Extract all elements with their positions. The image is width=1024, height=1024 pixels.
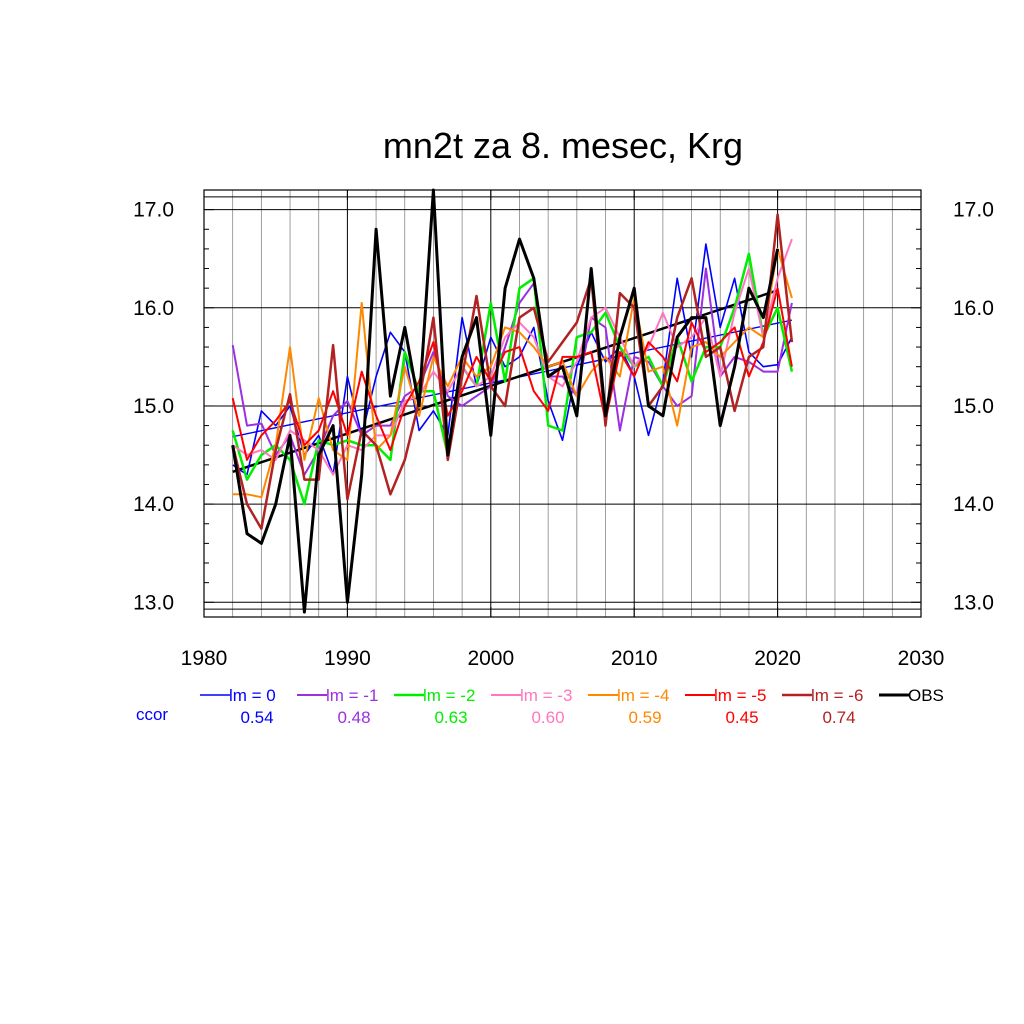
legend-ccor-0: 0.54 xyxy=(240,708,273,727)
x-tick-label: 2020 xyxy=(754,647,801,670)
legend-label-5: lm = -5 xyxy=(714,686,766,705)
legend-ccor-3: 0.60 xyxy=(531,708,564,727)
legend-ccor-6: 0.74 xyxy=(822,708,855,727)
x-tick-label: 2000 xyxy=(467,647,514,670)
y-tick-label-left: 14.0 xyxy=(133,493,174,516)
x-tick-label: 1990 xyxy=(324,647,371,670)
legend-label-2: lm = -2 xyxy=(423,686,475,705)
series-lines xyxy=(231,188,794,614)
x-tick-label: 2010 xyxy=(611,647,658,670)
series-line-1 xyxy=(231,267,793,476)
y-tick-label-right: 13.0 xyxy=(953,591,994,614)
legend-ccor-4: 0.59 xyxy=(628,708,661,727)
legend-label-0: lm = 0 xyxy=(229,686,276,705)
plot-frame xyxy=(203,189,922,618)
y-tick-label-right: 16.0 xyxy=(953,297,994,320)
legend-ccor-1: 0.48 xyxy=(337,708,370,727)
y-tick-label-left: 15.0 xyxy=(133,395,174,418)
chart-title: mn2t za 8. mesec, Krg xyxy=(383,125,743,166)
ccor-label: ccor xyxy=(136,705,168,724)
y-tick-label-left: 13.0 xyxy=(133,591,174,614)
axes: 13.0 13.0 14.0 14.0 15.0 15.0 16.0 16.0 17.0 17.0… xyxy=(133,189,994,670)
legend-label-7: OBS xyxy=(908,686,944,705)
legend-label-3: lm = -3 xyxy=(520,686,572,705)
y-tick-label-left: 16.0 xyxy=(133,297,174,320)
grid xyxy=(204,190,921,617)
y-tick-label-right: 14.0 xyxy=(953,493,994,516)
y-tick-label-left: 17.0 xyxy=(133,199,174,222)
series-line-4 xyxy=(232,247,793,499)
y-tick-label-right: 17.0 xyxy=(953,199,994,222)
legend-ccor-5: 0.45 xyxy=(725,708,758,727)
legend-label-6: lm = -6 xyxy=(811,686,863,705)
legend-label-4: lm = -4 xyxy=(617,686,669,705)
y-tick-label-right: 15.0 xyxy=(953,395,994,418)
series-line-7 xyxy=(231,188,780,614)
legend: ccor lm = 0 0.54 lm = -1 0.48 lm = -2 0.63 lm =… xyxy=(136,686,944,727)
legend-ccor-2: 0.63 xyxy=(434,708,467,727)
x-tick-label: 2030 xyxy=(898,647,945,670)
legend-label-1: lm = -1 xyxy=(326,686,378,705)
x-tick-label: 1980 xyxy=(181,647,228,670)
